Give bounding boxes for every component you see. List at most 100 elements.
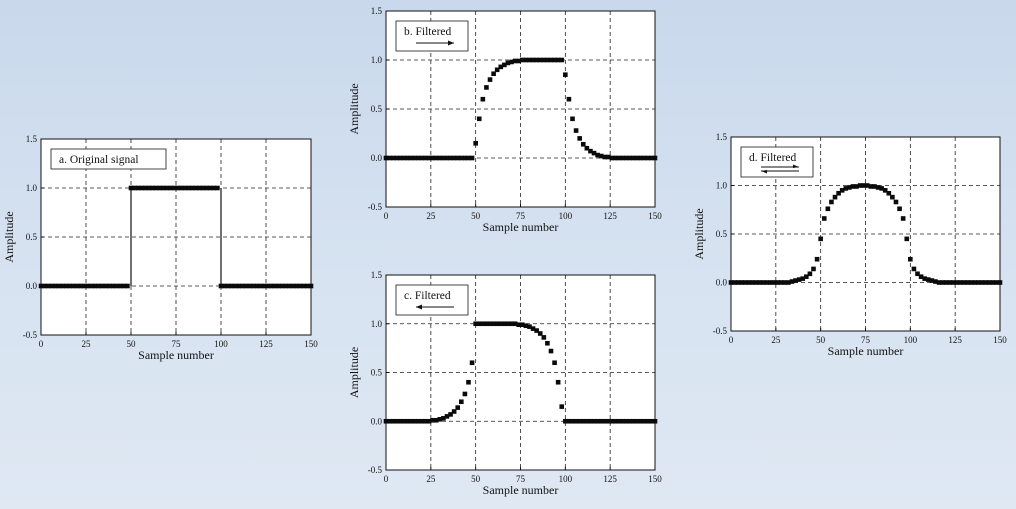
data-point	[502, 321, 507, 327]
data-point	[602, 418, 608, 424]
data-point	[96, 283, 101, 289]
data-point	[753, 280, 759, 285]
data-point	[854, 184, 859, 189]
data-point	[649, 155, 654, 161]
data-point	[484, 321, 489, 327]
arrow-head-icon	[416, 304, 422, 310]
data-point	[189, 185, 195, 191]
x-axis-label: Sample number	[138, 348, 214, 362]
data-point	[893, 199, 899, 205]
data-point	[645, 155, 651, 161]
data-point	[383, 418, 389, 424]
data-point	[85, 283, 91, 289]
data-point	[595, 152, 600, 158]
data-point	[459, 399, 464, 405]
data-point	[735, 280, 741, 285]
data-point	[444, 414, 450, 419]
x-tick-label: 50	[816, 335, 826, 345]
data-point	[498, 64, 504, 70]
data-point	[634, 155, 640, 161]
data-point	[868, 184, 874, 189]
data-point	[287, 283, 292, 289]
data-point	[78, 283, 83, 289]
data-point	[469, 360, 475, 366]
data-point	[969, 280, 974, 285]
data-point	[947, 280, 953, 285]
data-point	[229, 283, 235, 289]
data-point	[836, 190, 841, 196]
data-point	[305, 283, 310, 289]
legend-label: a. Original signal	[59, 154, 139, 166]
data-point	[505, 60, 511, 66]
data-point	[462, 391, 468, 397]
y-tick-label: 0.0	[26, 281, 38, 291]
data-point	[258, 283, 263, 289]
data-point	[99, 283, 105, 289]
legend-label: b. Filtered	[404, 26, 452, 38]
data-point	[387, 155, 392, 161]
y-tick-label: -0.5	[23, 330, 38, 340]
data-point	[81, 283, 87, 289]
data-point	[566, 96, 572, 102]
data-point	[796, 277, 802, 282]
x-tick-label: 75	[861, 335, 871, 345]
data-point	[516, 322, 522, 328]
data-point	[426, 418, 432, 424]
data-point	[577, 418, 582, 424]
data-point	[624, 155, 629, 161]
data-point	[940, 280, 945, 285]
data-point	[430, 155, 435, 161]
data-point	[965, 280, 971, 285]
data-point	[225, 283, 231, 289]
data-point	[609, 418, 615, 424]
data-point	[915, 271, 920, 277]
x-tick-label: 150	[648, 474, 662, 484]
data-point	[552, 57, 557, 63]
data-point	[872, 184, 877, 189]
data-point	[545, 340, 550, 346]
data-point	[233, 283, 238, 289]
data-point	[580, 141, 586, 147]
data-point	[929, 278, 935, 283]
data-point	[92, 283, 98, 289]
data-point	[951, 280, 956, 285]
data-point	[523, 323, 529, 328]
data-point	[641, 155, 647, 161]
data-point	[114, 283, 119, 289]
data-point	[743, 280, 748, 285]
data-point	[419, 155, 425, 161]
data-point	[509, 321, 514, 327]
data-point	[728, 280, 734, 285]
data-point	[627, 155, 633, 161]
data-point	[261, 283, 267, 289]
data-point	[383, 155, 389, 161]
data-point	[804, 274, 809, 279]
data-point	[609, 155, 615, 161]
data-point	[760, 280, 766, 285]
arrow-head-icon	[793, 164, 799, 168]
data-point	[451, 409, 457, 414]
y-tick-label: 0.0	[371, 153, 383, 163]
data-point	[476, 321, 482, 327]
chart-b: 0 25 50 75 100 125 150 -0.5 0.0 0.5 1.0 1.5 Sample n…	[347, 6, 662, 234]
data-point	[269, 283, 274, 289]
data-point	[276, 283, 281, 289]
x-tick-label: 100	[904, 335, 918, 345]
data-point	[994, 280, 999, 285]
data-point	[825, 206, 831, 212]
data-point	[441, 155, 446, 161]
data-point	[509, 59, 514, 65]
data-point	[455, 155, 461, 161]
data-point	[516, 58, 522, 64]
data-point	[620, 418, 626, 424]
data-point	[455, 405, 461, 410]
data-point	[494, 321, 500, 327]
data-point	[283, 283, 289, 289]
data-point	[850, 184, 856, 189]
chart-c: 0 25 50 75 100 125 150 -0.5 0.0 0.5 1.0 1.5 Sample n…	[347, 270, 662, 497]
data-point	[519, 322, 525, 328]
data-point	[494, 67, 500, 73]
x-tick-label: 100	[214, 339, 228, 349]
data-point	[139, 185, 145, 191]
data-point	[60, 283, 65, 289]
